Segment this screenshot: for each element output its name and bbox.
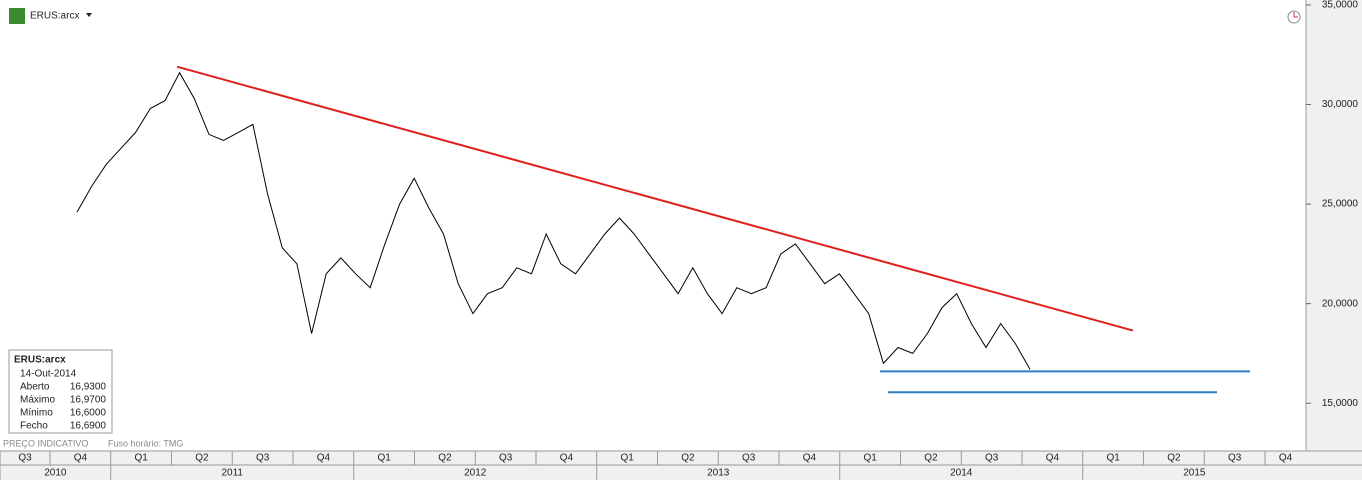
quarter-label: Q2 <box>681 453 695 464</box>
quarter-label: Q4 <box>560 453 574 464</box>
quarter-label: Q2 <box>438 453 452 464</box>
quarter-label: Q1 <box>134 453 148 464</box>
quarter-label: Q2 <box>1167 453 1181 464</box>
quarter-label: Q3 <box>499 453 513 464</box>
info-row-value: 16,9700 <box>70 395 107 406</box>
symbol-icon[interactable] <box>9 8 25 24</box>
quarter-label: Q1 <box>620 453 634 464</box>
y-tick-label: 30,0000 <box>1322 99 1359 110</box>
clock-hands <box>1293 12 1298 18</box>
quarter-label: Q3 <box>256 453 270 464</box>
info-name: ERUS:arcx <box>14 355 66 366</box>
y-axis-panel <box>1306 0 1362 451</box>
dropdown-arrow[interactable] <box>86 13 92 17</box>
trend-line <box>176 65 1134 332</box>
quarter-label: Q4 <box>74 453 88 464</box>
info-row-label: Fecho <box>20 421 48 432</box>
info-date: 14-Out-2014 <box>20 369 77 380</box>
y-tick-label: 25,0000 <box>1322 199 1359 210</box>
quarter-label: Q3 <box>742 453 756 464</box>
timezone-note: Fuso horário: TMG <box>108 438 183 448</box>
info-box: ERUS:arcx 14-Out-2014 Aberto 16,9300 Máxim… <box>8 349 113 434</box>
quarter-label: Q4 <box>317 453 331 464</box>
year-label: 2015 <box>1183 468 1206 479</box>
symbol-label[interactable]: ERUS:arcx <box>30 11 79 22</box>
info-row-label: Aberto <box>20 382 50 393</box>
info-row-value: 16,6900 <box>70 421 107 432</box>
info-row-label: Máximo <box>20 395 55 406</box>
info-box-frame <box>8 349 113 434</box>
y-tick-label: 15,0000 <box>1322 398 1359 409</box>
info-row-label: Mínimo <box>20 408 53 419</box>
year-label: 2014 <box>950 468 973 479</box>
year-label: 2013 <box>707 468 730 479</box>
quarter-label: Q1 <box>863 453 877 464</box>
quarter-label: Q4 <box>1279 453 1293 464</box>
quarter-label: Q1 <box>1106 453 1120 464</box>
y-tick-label: 35,0000 <box>1322 0 1359 11</box>
quarter-label: Q1 <box>377 453 391 464</box>
year-label: 2010 <box>44 468 67 479</box>
quarter-label: Q4 <box>1046 453 1060 464</box>
year-label: 2011 <box>221 468 243 479</box>
footer-note: PREÇO INDICATIVO <box>3 438 88 448</box>
price-line <box>76 71 1031 370</box>
quarter-label: Q4 <box>803 453 817 464</box>
info-row-value: 16,9300 <box>70 382 107 393</box>
quarter-label: Q3 <box>18 453 32 464</box>
quarter-label: Q3 <box>985 453 999 464</box>
quarter-label: Q3 <box>1228 453 1242 464</box>
year-label: 2012 <box>464 468 487 479</box>
quarter-label: Q2 <box>195 453 209 464</box>
info-row-value: 16,6000 <box>70 408 107 419</box>
quarter-label: Q2 <box>924 453 938 464</box>
y-tick-label: 20,0000 <box>1322 298 1359 309</box>
